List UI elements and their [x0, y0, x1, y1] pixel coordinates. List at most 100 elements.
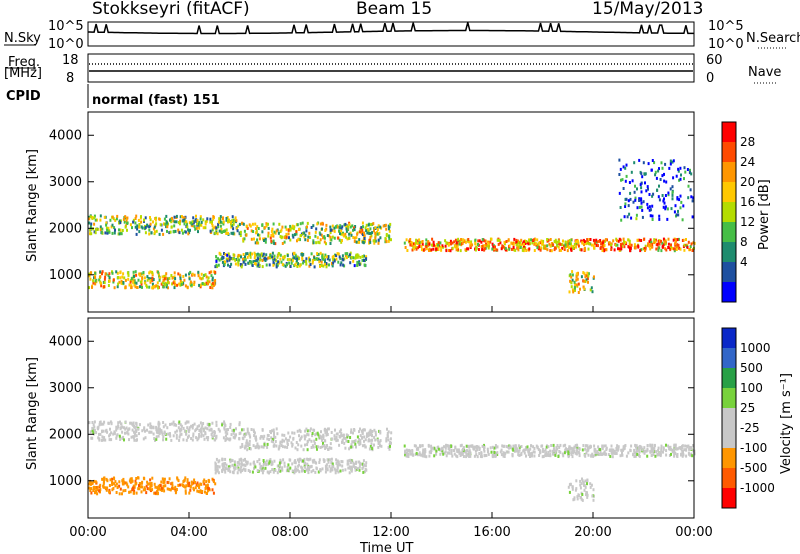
heatmap-cell	[357, 460, 360, 464]
heatmap-cell	[287, 438, 290, 442]
heatmap-cell	[651, 447, 654, 451]
heatmap-cell	[533, 447, 536, 450]
heatmap-cell	[263, 256, 266, 260]
heatmap-cell	[94, 276, 97, 280]
heatmap-cell	[166, 221, 169, 225]
heatmap-cell	[500, 453, 503, 457]
heatmap-cell	[665, 453, 668, 457]
heatmap-cell	[155, 284, 158, 288]
heatmap-cell	[333, 434, 336, 438]
heatmap-cell	[515, 238, 518, 242]
heatmap-cell	[104, 272, 107, 276]
heatmap-cell	[551, 449, 554, 453]
heatmap-cell	[451, 246, 454, 250]
heatmap-cell	[146, 480, 149, 484]
heatmap-cell	[342, 433, 345, 437]
heatmap-cell	[140, 225, 143, 229]
heatmap-cell	[352, 431, 354, 435]
heatmap-cell	[668, 447, 671, 451]
heatmap-cell	[138, 223, 141, 226]
heatmap-cell	[584, 280, 587, 283]
heatmap-cell	[108, 490, 111, 494]
heatmap-cell	[152, 220, 154, 224]
heatmap-cell	[564, 443, 567, 447]
heatmap-cell	[418, 238, 421, 242]
heatmap-cell	[526, 445, 529, 449]
heatmap-cell	[491, 247, 494, 251]
heatmap-cell	[664, 207, 667, 211]
heatmap-cell	[102, 477, 105, 481]
heatmap-cell	[335, 436, 338, 439]
heatmap-cell	[356, 435, 359, 439]
heatmap-cell	[671, 197, 674, 201]
heatmap-cell	[179, 429, 182, 433]
heatmap-cell	[280, 460, 283, 464]
heatmap-cell	[261, 259, 264, 262]
colorbar-swatch	[722, 282, 736, 303]
heatmap-cell	[662, 205, 665, 209]
heatmap-cell	[347, 225, 350, 229]
heatmap-cell	[326, 257, 329, 261]
heatmap-cell	[629, 246, 632, 250]
heatmap-cell	[623, 240, 625, 244]
heatmap-cell	[261, 223, 264, 227]
heatmap-cell	[218, 229, 221, 233]
heatmap-cell	[102, 422, 105, 426]
heatmap-cell	[251, 264, 254, 267]
heatmap-cell	[205, 436, 208, 440]
heatmap-cell	[122, 217, 125, 221]
heatmap-cell	[353, 226, 355, 230]
heatmap-cell	[162, 438, 165, 442]
time-axis: 00:00 04:00 08:00 12:00 16:00 20:00 00:00	[69, 306, 713, 540]
heatmap-cell	[133, 281, 136, 285]
heatmap-cell	[306, 440, 309, 444]
heatmap-cell	[270, 436, 273, 440]
heatmap-cell	[368, 232, 371, 235]
heatmap-cell	[284, 437, 287, 441]
heatmap-cell	[674, 243, 677, 247]
heatmap-cell	[161, 432, 164, 436]
heatmap-cell	[549, 244, 552, 248]
heatmap-cell	[388, 442, 391, 446]
heatmap-cell	[117, 424, 120, 428]
heatmap-cell	[447, 243, 450, 247]
heatmap-cell	[175, 214, 178, 218]
heatmap-cell	[281, 438, 284, 442]
heatmap-cell	[311, 259, 314, 263]
heatmap-cell	[108, 229, 111, 233]
heatmap-cell	[349, 231, 352, 235]
heatmap-cell	[296, 429, 299, 433]
heatmap-cell	[369, 240, 372, 244]
heatmap-cell	[285, 469, 288, 473]
heatmap-cell	[127, 273, 130, 277]
heatmap-cell	[121, 430, 124, 434]
heatmap-cell	[647, 187, 649, 191]
heatmap-cell	[684, 170, 687, 174]
heatmap-cell	[268, 461, 271, 465]
heatmap-cell	[348, 465, 351, 469]
heatmap-cell	[686, 168, 689, 171]
heatmap-cell	[483, 453, 486, 457]
heatmap-cell	[347, 440, 350, 443]
heatmap-cell	[467, 238, 470, 241]
heatmap-cell	[126, 271, 129, 275]
heatmap-cell	[313, 265, 316, 269]
heatmap-cell	[246, 460, 249, 464]
heatmap-cell	[350, 233, 353, 237]
heatmap-cell	[179, 283, 182, 287]
heatmap-cell	[230, 459, 233, 462]
heatmap-cell	[104, 231, 107, 235]
heatmap-cell	[586, 478, 589, 482]
heatmap-cell	[90, 232, 93, 236]
heatmap-cell	[303, 469, 306, 473]
heatmap-cell	[584, 275, 587, 279]
heatmap-cell	[195, 218, 198, 222]
heatmap-cell	[264, 240, 267, 244]
heatmap-cell	[141, 429, 144, 433]
heatmap-cell	[549, 238, 552, 241]
heatmap-cell	[249, 251, 252, 255]
heatmap-cell	[150, 426, 153, 430]
heatmap-cell	[369, 433, 372, 437]
heatmap-cell	[267, 234, 270, 238]
heatmap-cell	[657, 248, 660, 252]
